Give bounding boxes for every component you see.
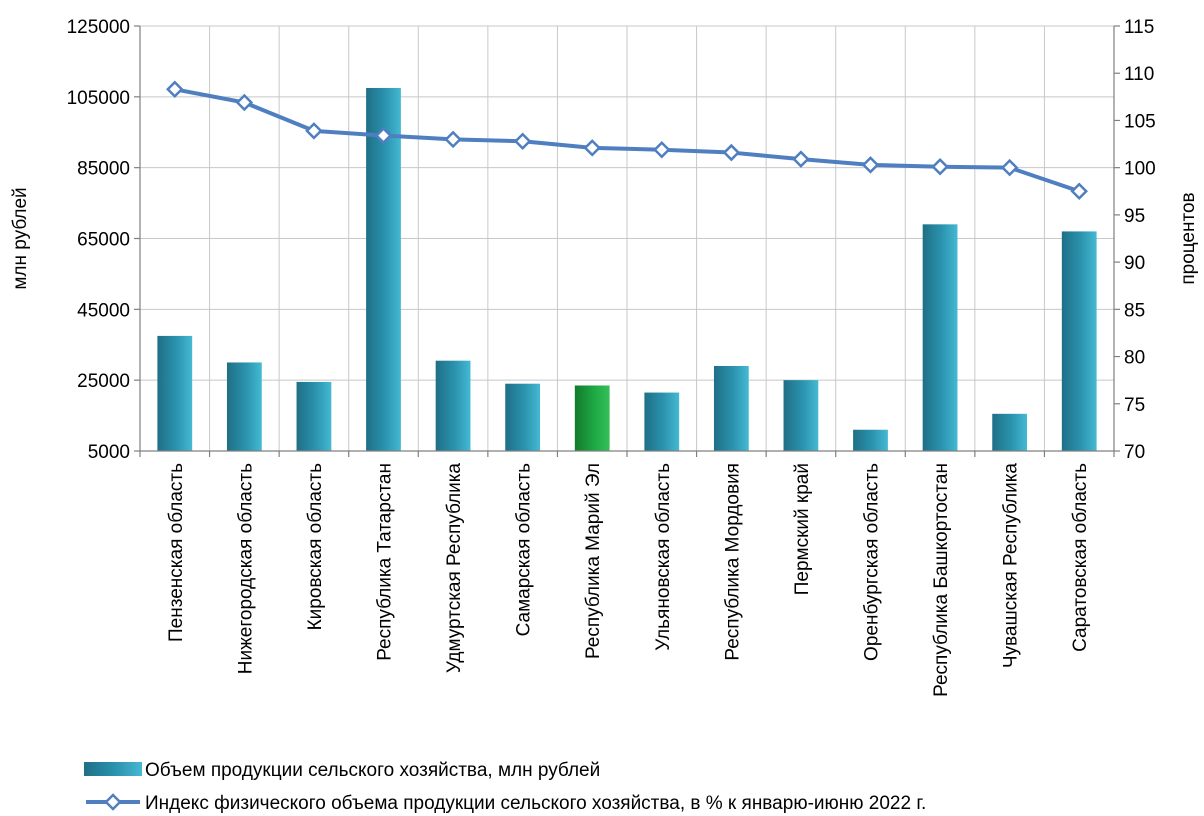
bar (366, 87, 401, 452)
left-tick-label: 85000 (77, 159, 130, 180)
bar (922, 224, 958, 451)
index-marker (931, 157, 949, 176)
category-label: Саратовская область (1070, 463, 1091, 652)
right-axis-title: процентов (1178, 192, 1199, 284)
left-tick-label: 65000 (77, 230, 130, 251)
labels: 5000 25000 45000 65000 85000 105000 125000 70 75… (10, 17, 1199, 697)
legend-bar-label: Объем продукции сельского хозяйства, млн… (145, 760, 600, 781)
index-marker (1070, 182, 1088, 201)
category-label: Республика Марий Эл (583, 463, 604, 659)
legend-bar-swatch (84, 762, 142, 776)
right-tick-label: 85 (1124, 300, 1145, 321)
index-marker (166, 80, 184, 99)
left-tick-label: 125000 (67, 17, 130, 38)
index-marker (792, 150, 810, 168)
legend: Объем продукции сельского хозяйства, млн… (84, 760, 926, 814)
index-line (166, 80, 1088, 201)
bar (505, 383, 541, 451)
bar (853, 429, 888, 451)
bars (157, 87, 1097, 452)
right-tick-label: 80 (1124, 348, 1145, 369)
bar (574, 385, 610, 451)
bar (783, 380, 819, 451)
bar (1061, 231, 1097, 451)
left-tick-label: 25000 (77, 371, 130, 392)
category-label: Чувашская Республика (1001, 463, 1022, 669)
category-label: Ульяновская область (653, 463, 674, 651)
axes (134, 25, 1120, 457)
index-marker (374, 126, 393, 145)
right-tick-label: 95 (1124, 206, 1145, 227)
category-label: Нижегородская область (235, 463, 256, 674)
index-marker (861, 156, 880, 174)
left-tick-label: 45000 (77, 300, 130, 321)
bar (644, 392, 680, 451)
bar (157, 335, 193, 451)
category-label: Республика Мордовия (722, 463, 743, 661)
index-marker (235, 93, 254, 112)
category-label: Республика Башкортостан (931, 463, 952, 697)
bar (296, 381, 332, 451)
category-label: Пензенская область (166, 463, 187, 642)
bar (992, 413, 1028, 451)
index-marker (722, 143, 741, 162)
category-label: Удмуртская Республика (444, 463, 465, 674)
left-axis-title: млн рублей (10, 187, 31, 289)
left-tick-label: 105000 (67, 88, 130, 109)
category-label: Самарская область (514, 463, 535, 637)
bar (435, 360, 471, 451)
category-label: Республика Татарстан (375, 463, 396, 661)
index-line-path (174, 87, 1080, 194)
right-tick-label: 90 (1124, 253, 1145, 274)
right-tick-label: 100 (1124, 159, 1156, 180)
right-tick-label: 105 (1124, 111, 1156, 132)
right-tick-label: 75 (1124, 395, 1145, 416)
category-label: Кировская область (305, 463, 326, 631)
bar (226, 362, 262, 451)
index-marker (1000, 158, 1019, 177)
index-marker (583, 139, 601, 157)
right-tick-label: 115 (1124, 17, 1154, 38)
index-marker (653, 140, 671, 159)
legend-line-marker (104, 793, 122, 811)
gridlines (139, 25, 1115, 452)
index-marker (444, 130, 462, 149)
left-tick-label: 5000 (88, 442, 130, 463)
legend-line-label: Индекс физического объема продукции сель… (145, 793, 926, 814)
bar (713, 366, 749, 451)
right-tick-label: 110 (1124, 64, 1154, 85)
category-label: Оренбургская область (862, 463, 883, 661)
index-marker (513, 132, 532, 150)
category-label: Пермский край (792, 463, 813, 595)
index-marker (305, 122, 323, 140)
right-tick-label: 70 (1124, 442, 1145, 463)
